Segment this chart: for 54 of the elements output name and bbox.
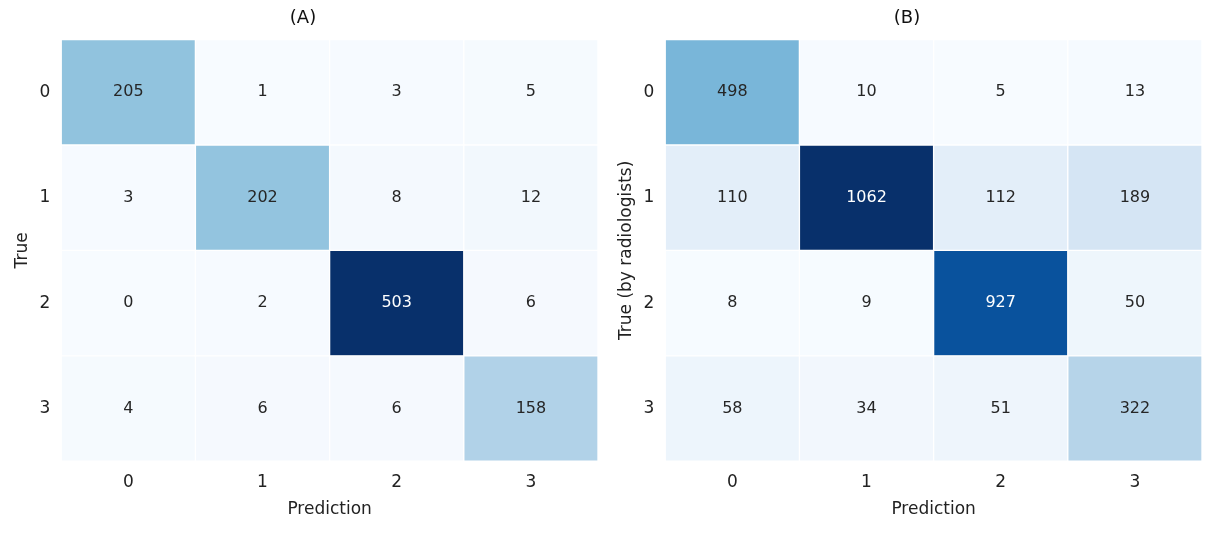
- x-tick-label: 3: [525, 470, 537, 491]
- data-label: 4: [123, 397, 134, 417]
- data-label: 3: [391, 81, 402, 101]
- x-axis-title: Prediction: [891, 498, 976, 519]
- data-label: 5: [525, 81, 536, 101]
- data-label: 1: [257, 81, 268, 101]
- data-label: 12: [520, 186, 542, 206]
- x-axis-title: Prediction: [287, 498, 372, 519]
- data-label: 110: [717, 186, 748, 206]
- x-tick-label: 1: [257, 470, 268, 491]
- y-tick-label: 2: [39, 291, 51, 312]
- x-tick-label: 2: [995, 470, 1007, 491]
- y-tick-label: 1: [643, 186, 655, 207]
- x-tick-label: 0: [726, 470, 738, 491]
- data-label: 322: [1119, 397, 1151, 417]
- data-label: 6: [525, 292, 536, 312]
- data-label: 158: [515, 397, 547, 417]
- data-label: 10: [856, 81, 877, 101]
- chart-title: (B): [893, 6, 921, 28]
- data-label: 8: [727, 292, 738, 312]
- y-tick-label: 2: [643, 291, 655, 312]
- y-axis-title: True: [10, 232, 31, 270]
- data-label: 8: [391, 186, 402, 206]
- data-label: 205: [113, 81, 144, 101]
- data-label: 498: [717, 81, 748, 101]
- data-label: 2: [257, 292, 268, 312]
- x-tick-label: 0: [122, 470, 134, 491]
- data-label: 0: [123, 292, 134, 312]
- y-tick-label: 0: [39, 80, 51, 101]
- data-label: 6: [257, 397, 268, 417]
- data-label: 58: [722, 397, 743, 417]
- data-label: 927: [985, 292, 1016, 312]
- data-label: 51: [990, 397, 1011, 417]
- data-label: 1062: [846, 186, 887, 206]
- x-tick-label: 3: [1129, 470, 1141, 491]
- chart-title: (A): [289, 6, 317, 28]
- data-label: 202: [247, 186, 278, 206]
- data-label: 5: [995, 81, 1006, 101]
- x-tick-label: 2: [391, 470, 403, 491]
- x-tick-label: 1: [861, 470, 872, 491]
- data-label: 9: [861, 292, 872, 312]
- data-label: 503: [381, 292, 412, 312]
- data-label: 50: [1124, 292, 1146, 312]
- y-tick-label: 1: [39, 186, 51, 207]
- y-tick-label: 3: [643, 396, 655, 417]
- data-label: 3: [123, 186, 134, 206]
- y-tick-label: 3: [39, 396, 51, 417]
- y-axis-title: True (by radiologists): [614, 160, 635, 342]
- y-tick-label: 0: [643, 80, 655, 101]
- data-label: 13: [1124, 81, 1146, 101]
- data-label: 6: [391, 397, 402, 417]
- data-label: 34: [856, 397, 877, 417]
- data-label: 189: [1119, 186, 1151, 206]
- data-label: 112: [985, 186, 1016, 206]
